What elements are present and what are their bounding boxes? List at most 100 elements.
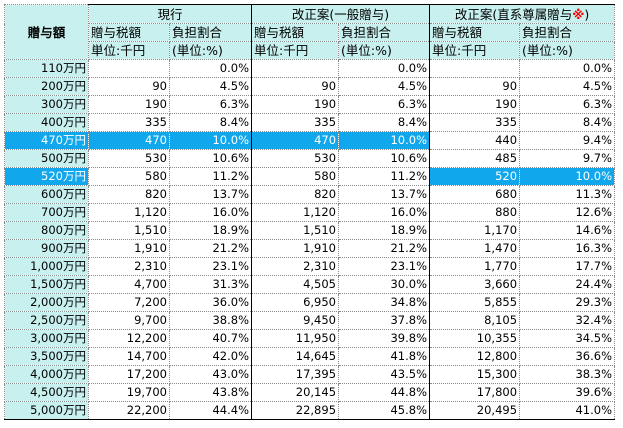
amount-cell[interactable]: 900万円 — [4, 239, 89, 258]
current-rate-cell[interactable]: 42.0% — [168, 347, 253, 366]
current-tax-cell[interactable]: 335 — [88, 113, 170, 132]
current-rate-cell[interactable]: 10.0% — [168, 131, 253, 150]
current-tax-cell[interactable]: 820 — [88, 185, 170, 204]
subheader-unit-general[interactable]: 単位:千円 — [251, 41, 340, 60]
subheader-unit-rate-general[interactable]: (単位:%) — [338, 41, 431, 60]
amount-cell[interactable]: 800万円 — [4, 221, 89, 240]
current-rate-cell[interactable]: 44.4% — [168, 401, 253, 420]
current-tax-cell[interactable]: 190 — [88, 95, 170, 114]
general-tax-cell[interactable]: 1,510 — [251, 221, 340, 240]
amount-cell[interactable]: 500万円 — [4, 149, 89, 168]
current-tax-cell[interactable]: 22,200 — [88, 401, 170, 420]
subheader-tax-current[interactable]: 贈与税額 — [88, 23, 170, 42]
direct-tax-cell[interactable]: 15,300 — [429, 365, 521, 384]
general-tax-cell[interactable]: 11,950 — [251, 329, 340, 348]
general-tax-cell[interactable]: 6,950 — [251, 293, 340, 312]
subheader-rate-current[interactable]: 負担割合 — [168, 23, 253, 42]
direct-tax-cell[interactable]: 520 — [429, 167, 521, 186]
direct-tax-cell[interactable]: 12,800 — [429, 347, 521, 366]
direct-tax-cell[interactable]: 5,855 — [429, 293, 521, 312]
direct-rate-cell[interactable]: 16.3% — [519, 239, 616, 258]
group-header-general[interactable]: 改正案(一般贈与) — [251, 4, 431, 24]
direct-rate-cell[interactable]: 39.6% — [519, 383, 616, 402]
amount-cell[interactable]: 3,500万円 — [4, 347, 89, 366]
direct-rate-cell[interactable]: 41.0% — [519, 401, 616, 420]
amount-cell[interactable]: 520万円 — [4, 167, 89, 186]
direct-tax-cell[interactable]: 880 — [429, 203, 521, 222]
direct-tax-cell[interactable]: 485 — [429, 149, 521, 168]
current-tax-cell[interactable] — [88, 59, 170, 78]
current-rate-cell[interactable]: 16.0% — [168, 203, 253, 222]
direct-tax-cell[interactable]: 440 — [429, 131, 521, 150]
general-rate-cell[interactable]: 8.4% — [338, 113, 431, 132]
current-tax-cell[interactable]: 1,510 — [88, 221, 170, 240]
current-rate-cell[interactable]: 40.7% — [168, 329, 253, 348]
general-rate-cell[interactable]: 11.2% — [338, 167, 431, 186]
current-tax-cell[interactable]: 14,700 — [88, 347, 170, 366]
general-tax-cell[interactable]: 190 — [251, 95, 340, 114]
general-tax-cell[interactable]: 2,310 — [251, 257, 340, 276]
general-tax-cell[interactable]: 90 — [251, 77, 340, 96]
direct-tax-cell[interactable]: 10,355 — [429, 329, 521, 348]
current-rate-cell[interactable]: 43.8% — [168, 383, 253, 402]
current-rate-cell[interactable]: 4.5% — [168, 77, 253, 96]
subheader-unit-rate-direct[interactable]: (単位:%) — [519, 41, 616, 60]
direct-tax-cell[interactable]: 3,660 — [429, 275, 521, 294]
general-rate-cell[interactable]: 30.0% — [338, 275, 431, 294]
direct-rate-cell[interactable]: 24.4% — [519, 275, 616, 294]
direct-tax-cell[interactable]: 1,470 — [429, 239, 521, 258]
general-tax-cell[interactable]: 1,120 — [251, 203, 340, 222]
current-rate-cell[interactable]: 10.6% — [168, 149, 253, 168]
group-header-current[interactable]: 現行 — [87, 4, 253, 24]
amount-cell[interactable]: 400万円 — [4, 113, 89, 132]
direct-tax-cell[interactable]: 335 — [429, 113, 521, 132]
current-rate-cell[interactable]: 21.2% — [168, 239, 253, 258]
direct-rate-cell[interactable]: 6.3% — [519, 95, 616, 114]
general-rate-cell[interactable]: 18.9% — [338, 221, 431, 240]
amount-cell[interactable]: 470万円 — [4, 131, 89, 150]
general-tax-cell[interactable]: 14,645 — [251, 347, 340, 366]
direct-rate-cell[interactable]: 0.0% — [519, 59, 616, 78]
subheader-rate-direct[interactable]: 負担割合 — [519, 23, 616, 42]
current-tax-cell[interactable]: 580 — [88, 167, 170, 186]
subheader-unit-rate-current[interactable]: (単位:%) — [168, 41, 253, 60]
corner-label[interactable]: 贈与額 — [4, 4, 89, 60]
general-tax-cell[interactable]: 580 — [251, 167, 340, 186]
general-rate-cell[interactable]: 4.5% — [338, 77, 431, 96]
subheader-tax-general[interactable]: 贈与税額 — [251, 23, 340, 42]
current-rate-cell[interactable]: 36.0% — [168, 293, 253, 312]
group-header-direct[interactable]: 改正案(直系尊属贈与※) — [429, 4, 616, 24]
current-tax-cell[interactable]: 19,700 — [88, 383, 170, 402]
amount-cell[interactable]: 5,000万円 — [4, 401, 89, 420]
direct-tax-cell[interactable]: 17,800 — [429, 383, 521, 402]
general-rate-cell[interactable]: 39.8% — [338, 329, 431, 348]
general-rate-cell[interactable]: 21.2% — [338, 239, 431, 258]
current-tax-cell[interactable]: 2,310 — [88, 257, 170, 276]
direct-rate-cell[interactable]: 29.3% — [519, 293, 616, 312]
current-tax-cell[interactable]: 4,700 — [88, 275, 170, 294]
general-rate-cell[interactable]: 34.8% — [338, 293, 431, 312]
subheader-rate-general[interactable]: 負担割合 — [338, 23, 431, 42]
amount-cell[interactable]: 200万円 — [4, 77, 89, 96]
general-tax-cell[interactable]: 4,505 — [251, 275, 340, 294]
subheader-tax-direct[interactable]: 贈与税額 — [429, 23, 521, 42]
current-tax-cell[interactable]: 530 — [88, 149, 170, 168]
direct-rate-cell[interactable]: 8.4% — [519, 113, 616, 132]
general-rate-cell[interactable]: 41.8% — [338, 347, 431, 366]
amount-cell[interactable]: 4,000万円 — [4, 365, 89, 384]
general-rate-cell[interactable]: 13.7% — [338, 185, 431, 204]
current-tax-cell[interactable]: 9,700 — [88, 311, 170, 330]
general-tax-cell[interactable]: 22,895 — [251, 401, 340, 420]
general-rate-cell[interactable]: 37.8% — [338, 311, 431, 330]
amount-cell[interactable]: 2,500万円 — [4, 311, 89, 330]
current-rate-cell[interactable]: 43.0% — [168, 365, 253, 384]
current-rate-cell[interactable]: 38.8% — [168, 311, 253, 330]
general-tax-cell[interactable]: 335 — [251, 113, 340, 132]
direct-tax-cell[interactable]: 8,105 — [429, 311, 521, 330]
amount-cell[interactable]: 2,000万円 — [4, 293, 89, 312]
amount-cell[interactable]: 600万円 — [4, 185, 89, 204]
current-tax-cell[interactable]: 12,200 — [88, 329, 170, 348]
amount-cell[interactable]: 1,000万円 — [4, 257, 89, 276]
current-tax-cell[interactable]: 470 — [88, 131, 170, 150]
subheader-unit-current[interactable]: 単位:千円 — [88, 41, 170, 60]
